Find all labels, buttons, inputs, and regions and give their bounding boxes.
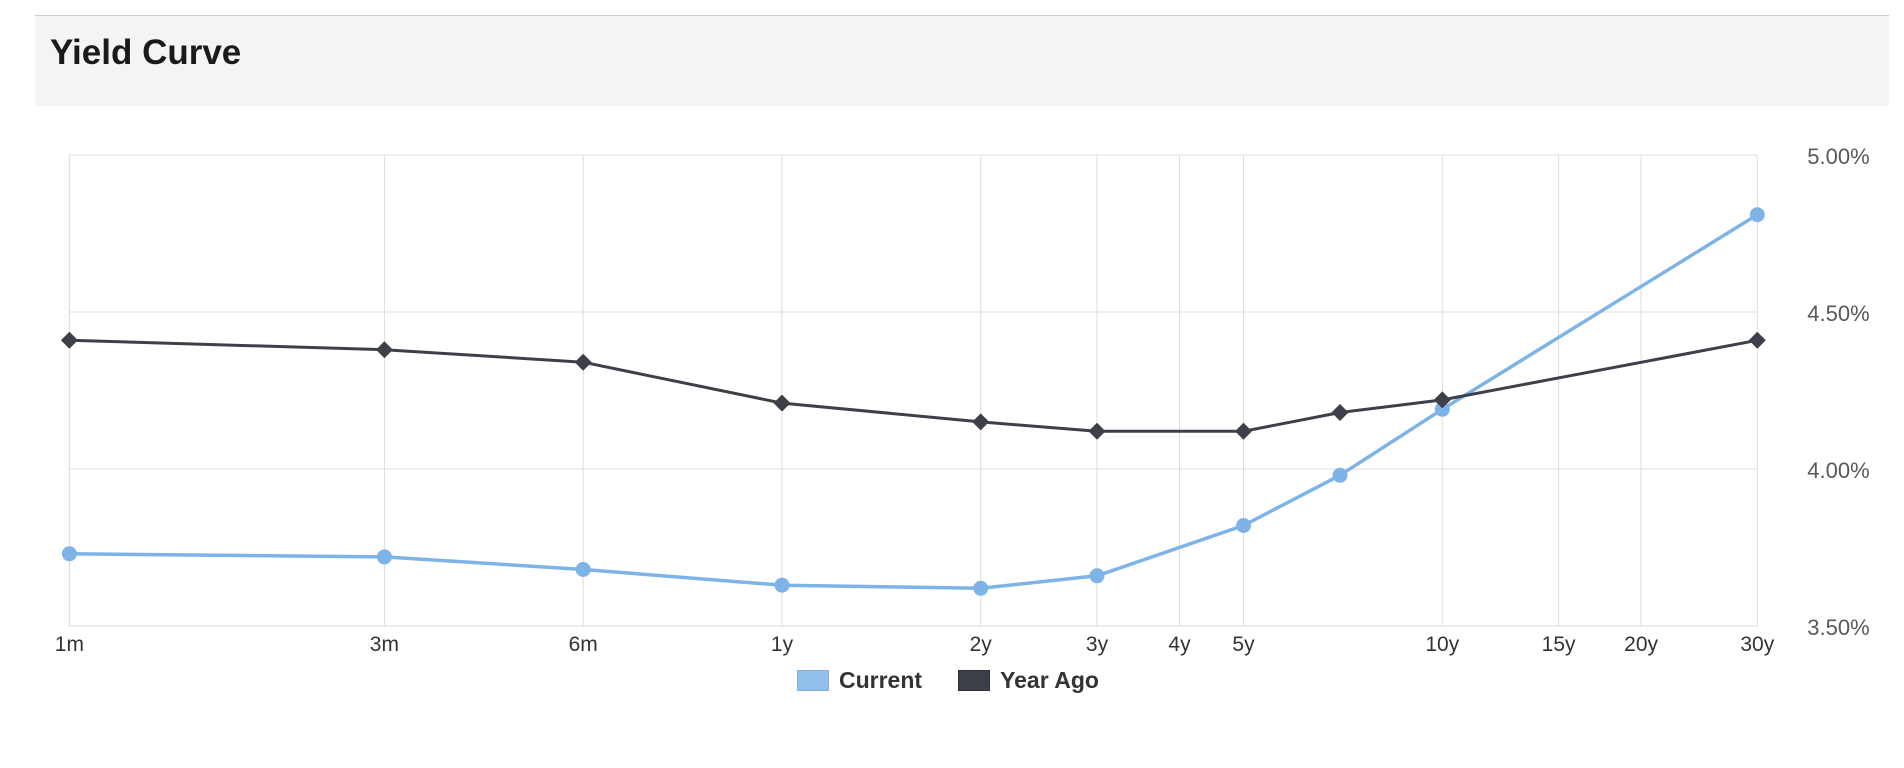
svg-text:4.00%: 4.00% [1807,458,1869,483]
svg-text:3.50%: 3.50% [1807,615,1869,640]
svg-text:1y: 1y [771,633,794,656]
svg-text:10y: 10y [1425,633,1459,656]
svg-text:4.50%: 4.50% [1807,301,1869,326]
svg-text:2y: 2y [970,633,993,656]
svg-text:20y: 20y [1624,633,1658,656]
svg-text:5y: 5y [1232,633,1255,656]
svg-text:15y: 15y [1542,633,1576,656]
svg-text:3y: 3y [1086,633,1109,656]
svg-text:1m: 1m [55,633,84,656]
svg-text:4y: 4y [1168,633,1191,656]
svg-text:3m: 3m [370,633,399,656]
svg-text:6m: 6m [569,633,598,656]
svg-text:5.00%: 5.00% [1807,144,1869,169]
svg-text:30y: 30y [1740,633,1774,656]
